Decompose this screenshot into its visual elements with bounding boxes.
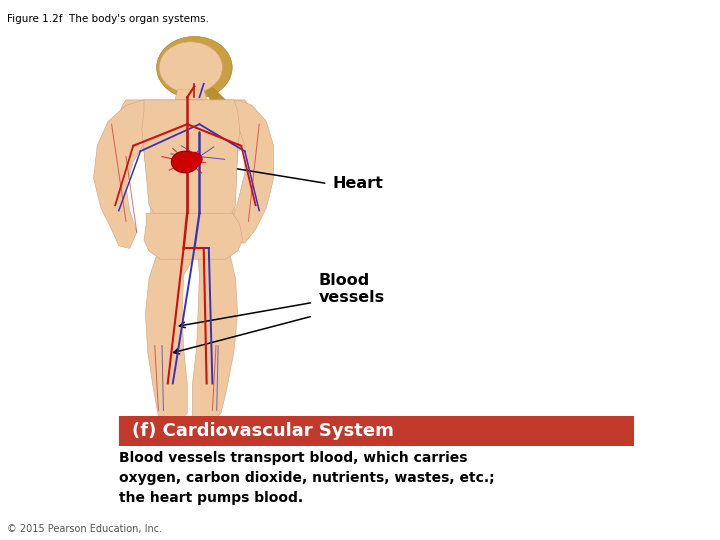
Ellipse shape [184,152,203,167]
Polygon shape [119,100,256,216]
Polygon shape [142,100,240,216]
Polygon shape [192,256,238,424]
Polygon shape [205,86,238,216]
Text: Figure 1.2f  The body's organ systems.: Figure 1.2f The body's organ systems. [7,14,210,24]
Text: Blood
vessels: Blood vessels [319,273,385,305]
Text: Heart: Heart [333,176,384,191]
Text: Blood vessels transport blood, which carries
oxygen, carbon dioxide, nutrients, : Blood vessels transport blood, which car… [119,451,495,505]
Polygon shape [144,213,243,259]
Ellipse shape [171,151,199,173]
Text: (f) Cardiovascular System: (f) Cardiovascular System [132,422,394,440]
Polygon shape [94,100,151,248]
Polygon shape [175,89,207,100]
Text: © 2015 Pearson Education, Inc.: © 2015 Pearson Education, Inc. [7,523,162,534]
Polygon shape [145,256,194,424]
Ellipse shape [157,36,232,98]
FancyBboxPatch shape [119,416,634,446]
Polygon shape [230,100,274,243]
Ellipse shape [159,42,222,93]
